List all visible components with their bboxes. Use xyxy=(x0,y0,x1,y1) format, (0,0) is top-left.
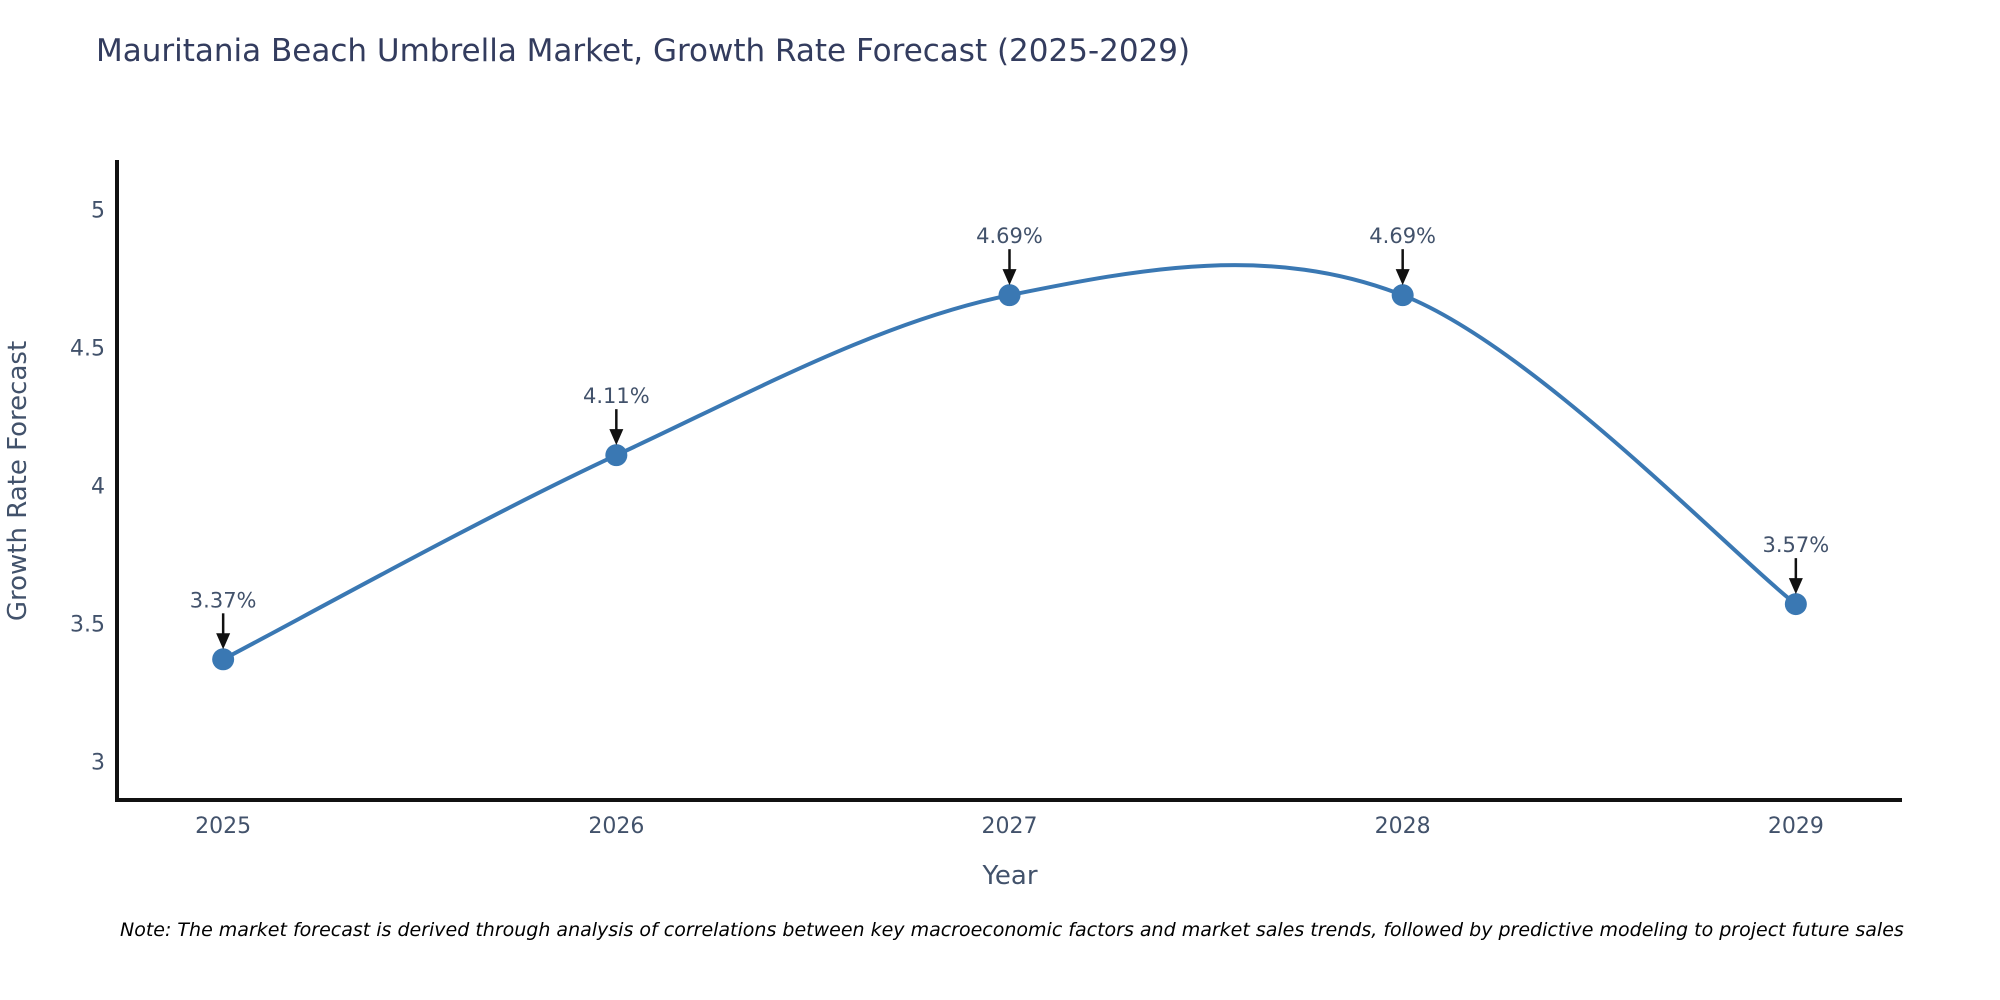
forecast-line xyxy=(221,263,1798,662)
y-tick-label: 3 xyxy=(91,750,105,775)
annotation-arrow-head xyxy=(1002,269,1017,286)
annotation-arrow-head xyxy=(609,429,624,446)
x-tick-label: 2027 xyxy=(982,814,1038,839)
data-point-label: 3.37% xyxy=(190,588,257,612)
data-point-label: 4.11% xyxy=(583,384,650,408)
data-point-label: 4.69% xyxy=(1369,224,1436,248)
x-axis-title: Year xyxy=(981,861,1037,891)
annotation-arrow-head xyxy=(216,633,231,650)
y-axis-title: Growth Rate Forecast xyxy=(3,341,33,621)
x-tick-label: 2026 xyxy=(588,814,644,839)
data-point-label: 3.57% xyxy=(1762,533,1829,557)
chart-title: Mauritania Beach Umbrella Market, Growth… xyxy=(96,33,1191,69)
y-tick-label: 4.5 xyxy=(70,337,105,362)
data-point xyxy=(605,444,628,467)
data-point xyxy=(1784,593,1807,616)
data-point xyxy=(212,648,235,671)
y-tick-label: 4 xyxy=(91,475,105,500)
x-tick-label: 2025 xyxy=(195,814,251,839)
y-tick-label: 3.5 xyxy=(70,612,105,637)
y-tick-label: 5 xyxy=(91,199,105,224)
footnote: Note: The market forecast is derived thr… xyxy=(120,919,1904,941)
annotation-arrow-head xyxy=(1788,578,1803,595)
data-point xyxy=(1391,284,1414,307)
data-point-label: 4.69% xyxy=(976,224,1043,248)
x-tick-label: 2028 xyxy=(1375,814,1431,839)
x-tick-label: 2029 xyxy=(1768,814,1824,839)
annotation-arrow-head xyxy=(1395,269,1410,286)
data-point xyxy=(998,284,1021,307)
